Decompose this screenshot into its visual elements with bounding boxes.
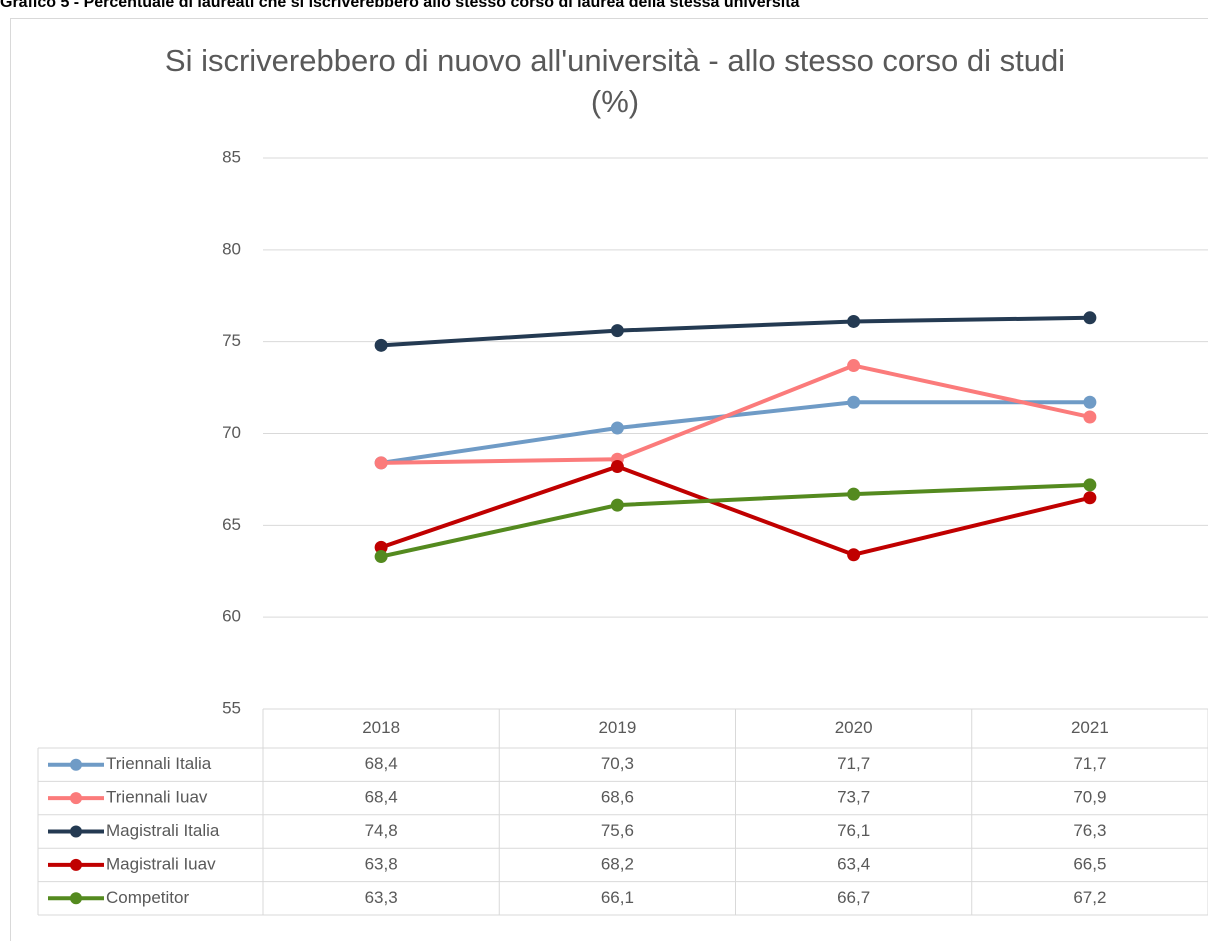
table-value: 63,4 (837, 854, 870, 873)
table-value: 76,1 (837, 821, 870, 840)
table-value: 63,8 (365, 854, 398, 873)
table-value: 68,4 (365, 754, 398, 773)
y-tick-label: 60 (222, 607, 241, 626)
data-point (374, 338, 388, 352)
table-value: 68,6 (601, 788, 634, 807)
series-line (381, 315, 1090, 348)
series-line (380, 482, 1090, 559)
data-point (847, 548, 861, 562)
legend-marker (70, 892, 82, 905)
table-value: 71,7 (837, 754, 870, 773)
data-point (374, 550, 388, 564)
legend-label: Magistrali Italia (106, 821, 220, 840)
data-point (1083, 478, 1097, 492)
x-tick-label: 2021 (1071, 718, 1109, 737)
legend-label: Triennali Iuav (106, 788, 208, 807)
data-point (610, 421, 624, 435)
table-value: 70,3 (601, 754, 634, 773)
table-value: 66,7 (837, 888, 870, 907)
table-value: 74,8 (365, 821, 398, 840)
y-tick-label: 65 (222, 515, 241, 534)
chart-border (10, 18, 1208, 941)
data-point (610, 324, 624, 338)
series-line (380, 400, 1090, 465)
x-tick-label: 2018 (362, 718, 400, 737)
caption: Grafico 5 - Percentuale di laureati che … (0, 0, 800, 11)
data-point (847, 314, 861, 328)
x-tick-label: 2019 (598, 718, 636, 737)
data-point (1083, 491, 1097, 505)
table-value: 76,3 (1073, 821, 1106, 840)
table-value: 68,2 (601, 854, 634, 873)
y-tick-label: 80 (222, 239, 241, 258)
data-point (374, 456, 388, 470)
legend-label: Triennali Italia (106, 754, 212, 773)
data-point (1083, 395, 1097, 409)
series-line (380, 464, 1091, 557)
table-value: 67,2 (1073, 888, 1106, 907)
table-value: 66,1 (601, 888, 634, 907)
y-tick-label: 70 (222, 423, 241, 442)
legend-marker (70, 758, 82, 771)
data-point (374, 540, 388, 554)
data-point (1083, 410, 1097, 424)
chart-title: Si iscriverebbero di nuovo all'universit… (164, 43, 1066, 119)
legend-marker (70, 825, 82, 838)
table-value: 70,9 (1073, 788, 1106, 807)
data-point (610, 460, 624, 474)
legend-label: Magistrali Iuav (106, 854, 216, 873)
table-value: 63,3 (365, 888, 398, 907)
data-point (847, 359, 861, 373)
y-tick-label: 85 (222, 147, 241, 166)
y-tick-label: 75 (222, 331, 241, 350)
legend-label: Competitor (106, 888, 189, 907)
table-value: 71,7 (1073, 754, 1106, 773)
data-point (847, 395, 861, 409)
table-value: 75,6 (601, 821, 634, 840)
data-point (847, 487, 861, 501)
series-line (381, 363, 1091, 465)
data-point (610, 498, 624, 512)
x-tick-label: 2020 (835, 718, 873, 737)
table-value: 68,4 (365, 788, 398, 807)
legend-marker (70, 792, 82, 805)
y-tick-label: 55 (222, 698, 241, 717)
legend-marker (70, 858, 82, 871)
table-value: 73,7 (837, 788, 870, 807)
data-point (1083, 311, 1097, 325)
table-value: 66,5 (1073, 854, 1106, 873)
